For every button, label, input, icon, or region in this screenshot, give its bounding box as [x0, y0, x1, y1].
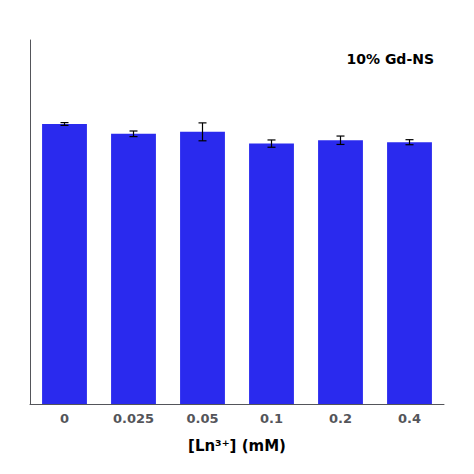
svg-text:0.4: 0.4 — [398, 411, 421, 426]
svg-text:0: 0 — [60, 411, 69, 426]
svg-text:0.05: 0.05 — [186, 411, 218, 426]
svg-text:10% Gd-NS: 10% Gd-NS — [346, 51, 434, 67]
svg-text:0.1: 0.1 — [260, 411, 283, 426]
svg-text:0.2: 0.2 — [329, 411, 352, 426]
svg-text:[Ln³⁺] (mM): [Ln³⁺] (mM) — [188, 437, 286, 455]
svg-text:0.025: 0.025 — [113, 411, 154, 426]
